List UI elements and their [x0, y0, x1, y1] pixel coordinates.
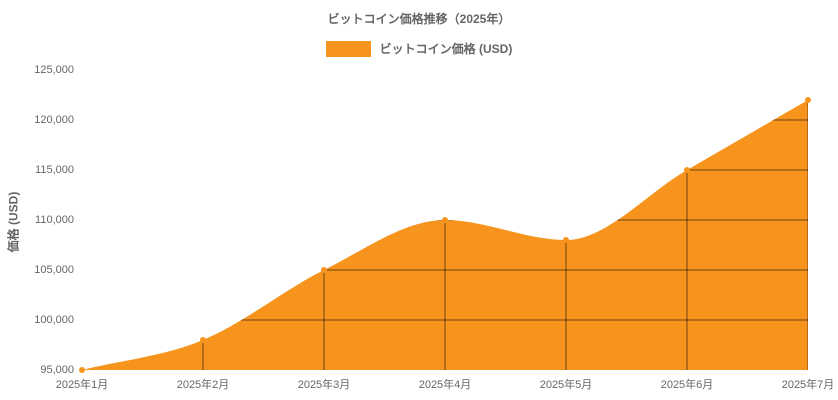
data-point-marker: [321, 267, 327, 273]
y-tick-label: 125,000: [34, 64, 74, 76]
data-point-marker: [805, 97, 811, 103]
data-point-marker: [79, 367, 85, 373]
legend-swatch: [325, 40, 371, 57]
y-tick-label: 120,000: [34, 114, 74, 126]
x-tick-label: 2025年6月: [660, 379, 714, 391]
data-point-marker: [200, 337, 206, 343]
x-tick-label: 2025年1月: [55, 379, 109, 391]
data-point-marker: [563, 237, 569, 243]
x-tick-label: 2025年4月: [418, 379, 472, 391]
x-tick-label: 2025年2月: [176, 379, 230, 391]
y-tick-label: 115,000: [35, 164, 74, 176]
x-tick-label: 2025年3月: [297, 379, 351, 391]
y-tick-label: 110,000: [35, 214, 74, 226]
x-tick-label: 2025年5月: [539, 379, 593, 391]
y-tick-label: 95,000: [40, 364, 74, 376]
x-tick-label: 2025年7月: [781, 379, 835, 391]
legend-item-bitcoin-price[interactable]: ビットコイン価格 (USD): [0, 40, 838, 57]
legend-label: ビットコイン価格 (USD): [379, 42, 513, 56]
y-tick-label: 105,000: [34, 264, 74, 276]
data-point-marker: [442, 217, 448, 223]
y-tick-label: 100,000: [34, 314, 74, 326]
chart-title: ビットコイン価格推移（2025年）: [327, 12, 511, 26]
data-point-marker: [684, 167, 690, 173]
